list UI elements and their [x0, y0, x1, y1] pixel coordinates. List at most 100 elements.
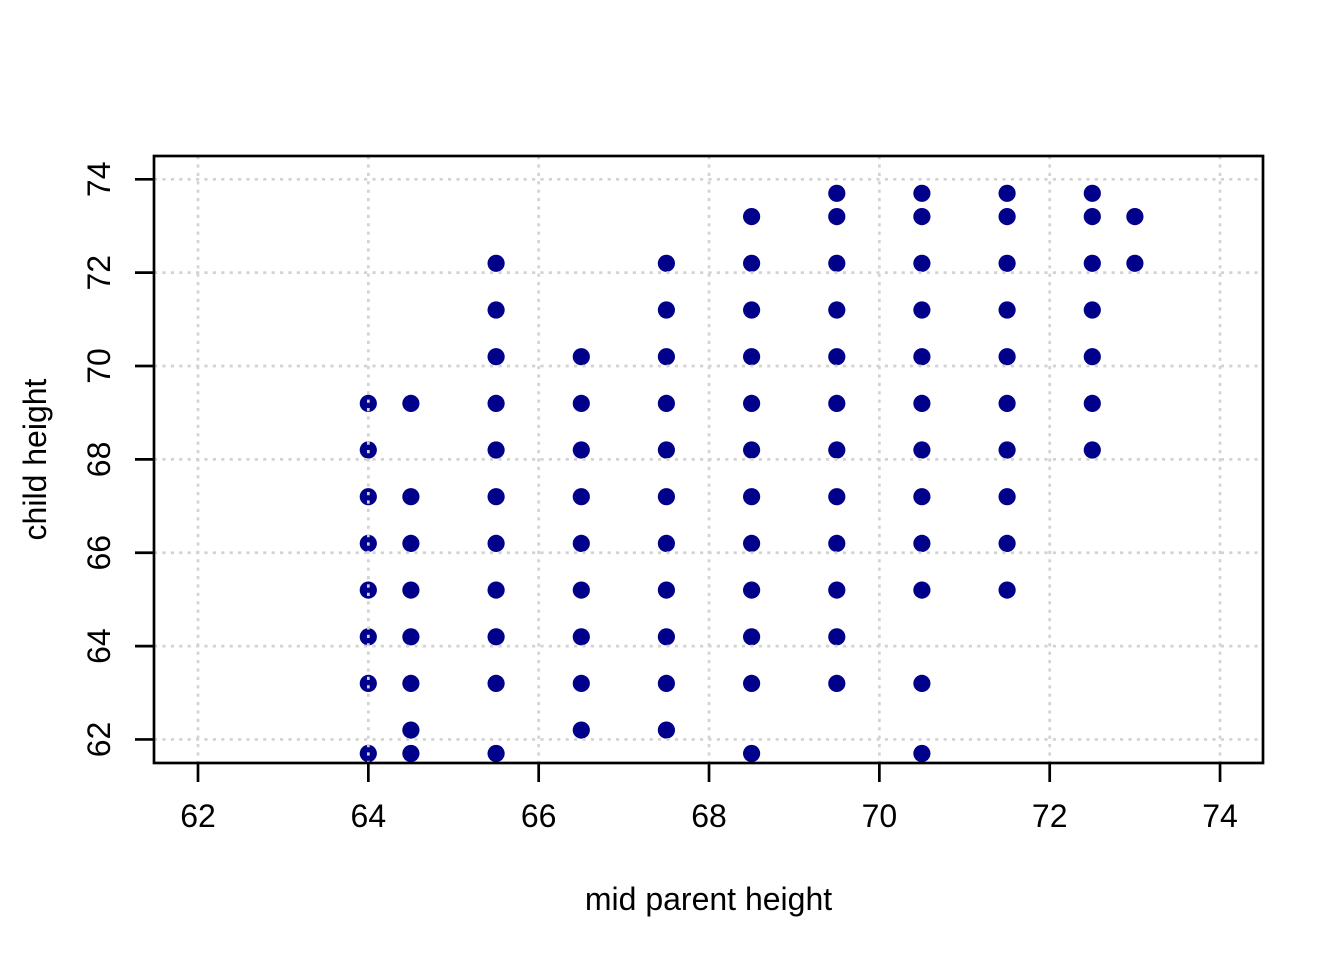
data-point	[743, 744, 761, 763]
data-point	[913, 301, 931, 319]
data-point	[487, 394, 505, 412]
data-point	[998, 348, 1016, 366]
data-point	[572, 394, 590, 412]
data-point	[359, 581, 377, 599]
data-point	[657, 254, 676, 272]
x-tick-label: 66	[521, 798, 557, 834]
data-point	[828, 628, 846, 646]
x-axis-title: mid parent height	[585, 881, 832, 917]
data-point	[402, 534, 420, 553]
data-point	[487, 348, 505, 366]
data-point	[572, 581, 590, 599]
data-point	[402, 744, 420, 763]
data-point	[487, 628, 505, 646]
y-tick-label: 70	[81, 348, 117, 384]
data-point	[1083, 394, 1101, 412]
data-point	[572, 348, 590, 366]
x-tick-label: 62	[180, 798, 216, 834]
data-point	[998, 254, 1016, 272]
data-point	[657, 721, 676, 739]
gridlines-layer	[154, 156, 1263, 763]
data-point	[913, 744, 931, 763]
x-tick-label: 68	[691, 798, 727, 834]
data-point	[743, 348, 761, 366]
data-points-layer	[359, 184, 1144, 763]
data-point	[1083, 208, 1101, 226]
data-point	[1083, 301, 1101, 319]
data-point	[487, 534, 505, 553]
data-point	[402, 581, 420, 599]
data-point	[998, 394, 1016, 412]
data-point	[359, 394, 377, 412]
data-point	[913, 581, 931, 599]
data-point	[913, 394, 931, 412]
data-point	[743, 488, 761, 506]
data-point	[359, 674, 377, 693]
data-point	[743, 254, 761, 272]
data-point	[1083, 254, 1101, 272]
data-point	[657, 348, 676, 366]
data-point	[828, 208, 846, 226]
data-point	[487, 488, 505, 506]
data-point	[828, 441, 846, 459]
data-point	[487, 254, 505, 272]
data-point	[828, 254, 846, 272]
y-tick-label: 68	[81, 442, 117, 478]
data-point	[828, 488, 846, 506]
data-point	[402, 628, 420, 646]
y-tick-label: 74	[81, 162, 117, 198]
data-point	[913, 348, 931, 366]
data-point	[359, 488, 377, 506]
data-point	[828, 394, 846, 412]
data-point	[828, 348, 846, 366]
data-point	[657, 534, 676, 553]
data-point	[913, 534, 931, 553]
data-point	[998, 301, 1016, 319]
data-point	[572, 534, 590, 553]
data-point	[657, 628, 676, 646]
y-tick-label: 64	[81, 628, 117, 664]
data-point	[487, 441, 505, 459]
data-point	[657, 488, 676, 506]
data-point	[1126, 208, 1144, 226]
data-point	[743, 301, 761, 319]
data-point	[487, 744, 505, 763]
data-point	[743, 628, 761, 646]
y-tick-label: 62	[81, 722, 117, 758]
data-point	[998, 208, 1016, 226]
data-point	[998, 488, 1016, 506]
y-axis-title: child height	[17, 378, 53, 540]
data-point	[998, 534, 1016, 553]
data-point	[657, 301, 676, 319]
data-point	[913, 441, 931, 459]
data-point	[657, 394, 676, 412]
data-point	[743, 674, 761, 693]
data-point	[657, 674, 676, 693]
data-point	[487, 674, 505, 693]
data-point	[1083, 441, 1101, 459]
data-point	[998, 441, 1016, 459]
axes-layer: 62 64 66 68 70 72 74 62 64 66 68 70 72 74	[81, 154, 1265, 834]
data-point	[913, 488, 931, 506]
data-point	[828, 581, 846, 599]
data-point	[743, 534, 761, 553]
data-point	[487, 301, 505, 319]
data-point	[743, 208, 761, 226]
data-point	[572, 628, 590, 646]
x-tick-label: 64	[351, 798, 387, 834]
data-point	[1083, 348, 1101, 366]
data-point	[657, 581, 676, 599]
data-point	[743, 581, 761, 599]
data-point	[487, 581, 505, 599]
y-tick-label: 66	[81, 535, 117, 571]
data-point	[828, 184, 846, 202]
data-point	[402, 721, 420, 739]
data-point	[402, 394, 420, 412]
data-point	[913, 184, 931, 202]
data-point	[828, 674, 846, 693]
data-point	[998, 184, 1016, 202]
x-tick-label: 70	[862, 798, 898, 834]
